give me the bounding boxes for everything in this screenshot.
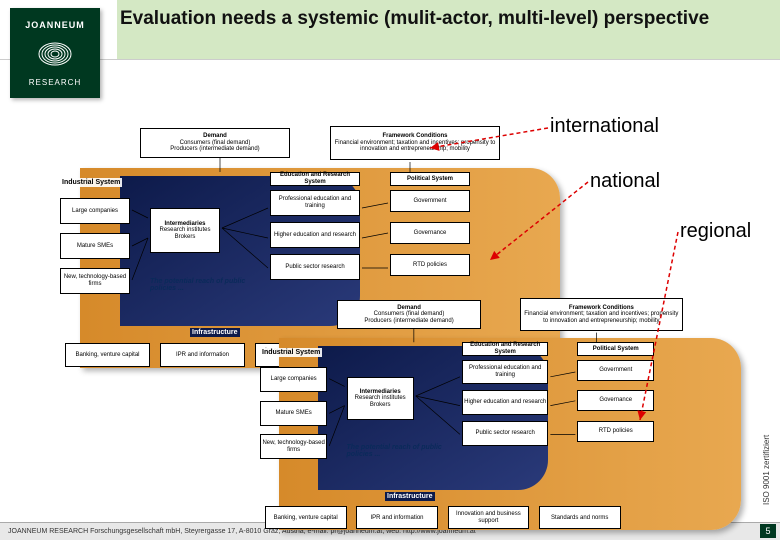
infra-item: Innovation and business support <box>448 506 530 529</box>
framework-box: Framework ConditionsFinancial environmen… <box>330 126 500 160</box>
political-header: Political System <box>577 342 654 355</box>
infra-item: IPR and information <box>356 506 438 529</box>
edu-item: Public sector research <box>270 254 360 280</box>
edu-item: Public sector research <box>462 421 549 446</box>
policy-reach: The potential reach of public policies .… <box>347 444 443 458</box>
system-diagram: DemandConsumers (final demand)Producers … <box>260 300 760 540</box>
industrial-label: Industrial System <box>260 348 322 357</box>
header: JOANNEUM RESEARCH Evaluation needs a sys… <box>0 0 780 60</box>
industrial-item: New, technology-based firms <box>260 434 327 459</box>
political-item: Government <box>390 190 470 212</box>
infra-item: Standards and norms <box>539 506 621 529</box>
political-item: RTD policies <box>390 254 470 276</box>
infra-label: Infrastructure <box>190 328 240 337</box>
industrial-item: Mature SMEs <box>260 401 327 426</box>
demand-box: DemandConsumers (final demand)Producers … <box>337 300 481 329</box>
edu-item: Professional education and training <box>270 190 360 216</box>
level-international: international <box>550 115 659 138</box>
logo: JOANNEUM RESEARCH <box>10 8 100 98</box>
edu-item: Higher education and research <box>462 390 549 415</box>
page-number: 5 <box>760 524 776 538</box>
edu-item: Professional education and training <box>462 360 549 385</box>
industrial-label: Industrial System <box>60 178 122 187</box>
level-national: national <box>590 170 660 193</box>
demand-box: DemandConsumers (final demand)Producers … <box>140 128 290 158</box>
edu-item: Higher education and research <box>270 222 360 248</box>
level-regional: regional <box>680 220 751 243</box>
logo-bottom-text: RESEARCH <box>29 78 81 87</box>
edu-header: Education and Research System <box>270 172 360 186</box>
page-title: Evaluation needs a systemic (mulit-actor… <box>120 8 720 30</box>
infra-item: IPR and information <box>160 343 245 367</box>
infra-item: Banking, venture capital <box>65 343 150 367</box>
industrial-item: Large companies <box>60 198 130 224</box>
intermediaries-box: IntermediariesResearch institutesBrokers <box>150 208 220 253</box>
infra-item: Banking, venture capital <box>265 506 347 529</box>
fingerprint-icon <box>35 34 75 74</box>
political-item: Governance <box>390 222 470 244</box>
content-area: international national regional DemandCo… <box>0 60 780 520</box>
political-item: Government <box>577 360 654 381</box>
framework-box: Framework ConditionsFinancial environmen… <box>520 298 683 331</box>
logo-top-text: JOANNEUM <box>25 20 85 30</box>
political-item: Governance <box>577 390 654 411</box>
intermediaries-box: IntermediariesResearch institutesBrokers <box>347 377 414 420</box>
infra-label: Infrastructure <box>385 492 435 501</box>
political-header: Political System <box>390 172 470 186</box>
edu-header: Education and Research System <box>462 342 549 355</box>
policy-reach: The potential reach of public policies .… <box>150 278 250 292</box>
industrial-item: New, technology-based firms <box>60 268 130 294</box>
industrial-item: Mature SMEs <box>60 233 130 259</box>
iso-cert: ISO 9001 zertifiziert <box>762 430 776 510</box>
political-item: RTD policies <box>577 421 654 442</box>
industrial-item: Large companies <box>260 367 327 392</box>
